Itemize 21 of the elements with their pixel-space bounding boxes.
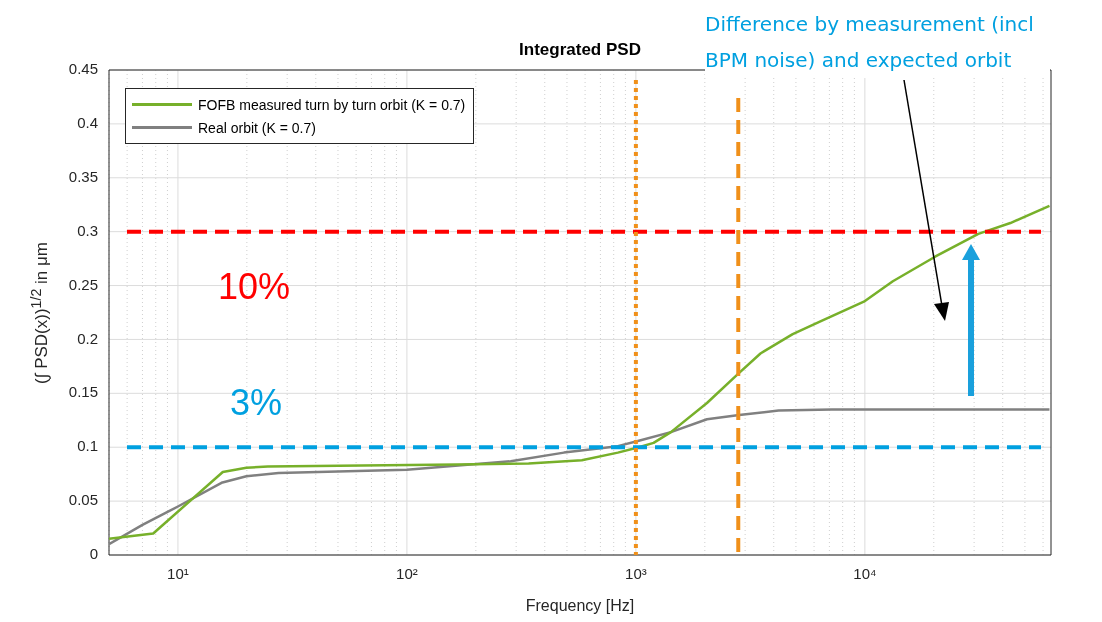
annotation: 10% xyxy=(218,266,291,308)
y-tick-label: 0.2 xyxy=(77,329,98,347)
chart-title: Integrated PSD xyxy=(519,40,641,59)
x-tick-label: 10⁴ xyxy=(853,565,877,583)
y-tick-label: 0.15 xyxy=(68,383,98,401)
legend-label: FOFB measured turn by turn orbit (K = 0.7) xyxy=(198,96,466,113)
x-axis-title: Frequency [Hz] xyxy=(525,596,635,614)
x-tick-label: 10³ xyxy=(625,565,647,583)
y-tick-label: 0.05 xyxy=(68,491,98,509)
y-tick-label: 0.35 xyxy=(68,167,98,185)
annotation: 3% xyxy=(230,382,283,424)
y-tick-label: 0.45 xyxy=(68,60,98,78)
y-tick-label: 0.3 xyxy=(77,221,98,239)
y-tick-label: 0.1 xyxy=(77,437,98,455)
legend-label: Real orbit (K = 0.7) xyxy=(198,119,316,136)
annotation: Difference by measurement (incl BPM noise) and expected orbit xyxy=(705,6,1050,78)
y-tick-label: 0.4 xyxy=(77,114,98,132)
y-tick-label: 0.25 xyxy=(68,275,98,293)
x-tick-label: 10² xyxy=(396,565,418,583)
y-tick-label: 0 xyxy=(89,545,98,563)
x-tick-label: 10¹ xyxy=(167,565,189,583)
